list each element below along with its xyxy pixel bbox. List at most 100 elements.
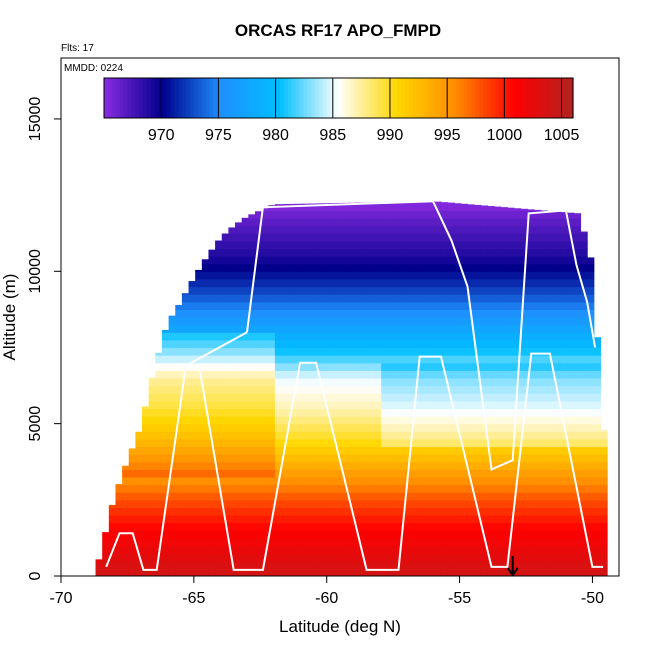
heatmap-cell [454, 362, 462, 371]
heatmap-cell [241, 515, 249, 524]
heatmap-cell [168, 545, 176, 554]
heatmap-cell [434, 568, 442, 576]
heatmap-cell [334, 377, 342, 387]
heatmap-cell [314, 217, 322, 227]
heatmap-cell [155, 431, 163, 440]
heatmap-cell [281, 347, 289, 356]
heatmap-cell [274, 309, 283, 318]
heatmap-cell [268, 278, 276, 288]
heatmap-cell [241, 355, 249, 364]
heatmap-cell [254, 423, 263, 432]
heatmap-cell [567, 256, 575, 265]
heatmap-cell [161, 476, 170, 486]
heatmap-cell [381, 301, 389, 310]
heatmap-cell [221, 294, 229, 303]
heatmap-cell [274, 240, 283, 250]
heatmap-cell [347, 324, 356, 333]
heatmap-cell [294, 301, 303, 310]
heatmap-cell [553, 461, 562, 470]
heatmap-cell [168, 377, 176, 387]
heatmap-cell [553, 553, 562, 562]
heatmap-cell [427, 263, 435, 272]
heatmap-cell [374, 286, 382, 295]
heatmap-cell [215, 568, 223, 576]
heatmap-cell [533, 553, 542, 562]
heatmap-cell [268, 240, 276, 250]
heatmap-cell [474, 225, 482, 234]
heatmap-cell [540, 492, 548, 501]
heatmap-cell [527, 469, 535, 478]
heatmap-cell [460, 476, 469, 486]
heatmap-cell [274, 248, 283, 257]
heatmap-cell [533, 385, 542, 394]
colorbar-tick-label: 1000 [487, 127, 523, 144]
heatmap-cell [328, 507, 336, 516]
heatmap-cell [427, 423, 435, 432]
heatmap-cell [155, 537, 163, 547]
heatmap-cell [553, 211, 562, 219]
heatmap-cell [547, 469, 555, 478]
heatmap-cell [221, 545, 229, 554]
heatmap-cell [161, 446, 170, 455]
heatmap-cell [547, 385, 555, 394]
heatmap-cell [447, 309, 455, 318]
colorbar-swatch [135, 78, 140, 118]
heatmap-cell [294, 537, 303, 547]
heatmap-cell [248, 332, 256, 341]
heatmap-cell [447, 271, 455, 280]
heatmap-cell [168, 324, 176, 333]
heatmap-cell [334, 416, 342, 425]
heatmap-cell [407, 370, 415, 379]
y-axis-label: Altitude (m) [0, 274, 19, 361]
heatmap-cell [188, 339, 196, 349]
heatmap-cell [328, 545, 336, 554]
heatmap-cell [560, 339, 568, 349]
heatmap-cell [593, 537, 601, 547]
heatmap-cell [553, 393, 562, 402]
heatmap-cell [341, 530, 349, 539]
heatmap-cell [487, 530, 495, 539]
heatmap-cell [254, 217, 263, 227]
heatmap-cell [527, 499, 535, 509]
heatmap-cell [241, 469, 249, 478]
heatmap-cell [494, 362, 502, 371]
colorbar-swatch [322, 78, 328, 118]
heatmap-cell [434, 416, 442, 425]
heatmap-cell [248, 214, 256, 219]
heatmap-cell [274, 454, 283, 463]
heatmap-cell [600, 530, 608, 539]
heatmap-cell [148, 530, 156, 539]
heatmap-cell [414, 294, 422, 303]
heatmap-cell [168, 408, 176, 417]
heatmap-cell [175, 522, 183, 531]
heatmap-cell [580, 248, 588, 257]
heatmap-cell [328, 332, 336, 341]
heatmap-cell [500, 484, 508, 493]
heatmap-cell [421, 225, 429, 234]
heatmap-cell [241, 233, 249, 242]
heatmap-cell [520, 248, 528, 257]
heatmap-cell [168, 315, 176, 318]
heatmap-cell [567, 393, 575, 402]
heatmap-cell [414, 492, 422, 501]
heatmap-cell [421, 210, 429, 219]
heatmap-cell [487, 522, 495, 531]
heatmap-cell [394, 446, 402, 455]
heatmap-cell [507, 476, 515, 486]
heatmap-cell [334, 324, 342, 333]
heatmap-cell [201, 377, 210, 387]
heatmap-cell [434, 332, 442, 341]
heatmap-cell [374, 431, 382, 440]
heatmap-cell [494, 339, 502, 349]
heatmap-cell [533, 461, 542, 470]
heatmap-cell [454, 271, 462, 280]
heatmap-cell [421, 339, 429, 349]
heatmap-cell [288, 507, 296, 516]
heatmap-cell [560, 484, 568, 493]
heatmap-cell [494, 553, 502, 562]
heatmap-cell [254, 454, 263, 463]
heatmap-cell [414, 408, 422, 417]
heatmap-cell [361, 400, 369, 410]
heatmap-cell [334, 393, 342, 402]
heatmap-cell [161, 438, 170, 448]
